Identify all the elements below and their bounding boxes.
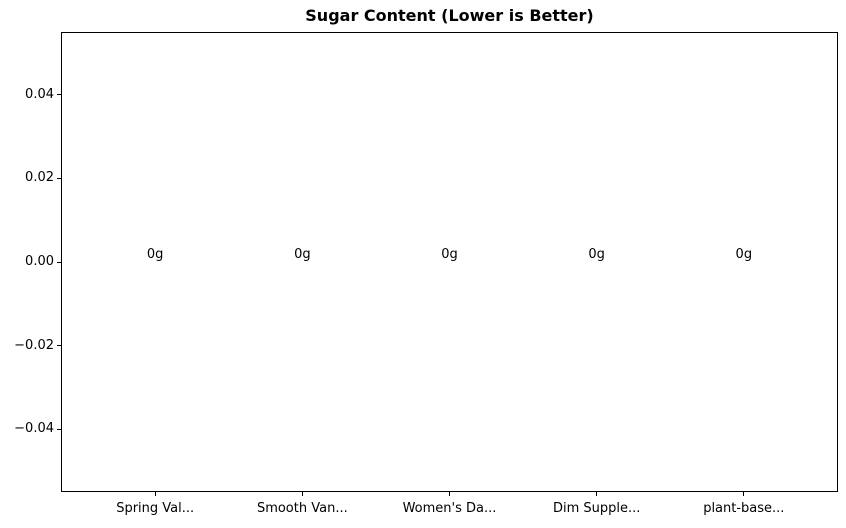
x-axis-tick [449, 492, 450, 496]
bar-value-label: 0g [735, 247, 753, 262]
y-axis-tick-label: 0.02 [25, 170, 54, 186]
y-axis-tick [57, 94, 61, 96]
chart-title: Sugar Content (Lower is Better) [305, 6, 594, 25]
bar-value-label: 0g [441, 247, 458, 262]
y-axis-tick [57, 261, 61, 263]
x-axis-tick [301, 492, 303, 496]
x-axis-tick [743, 492, 745, 496]
x-axis-tick-label: plant-base... [703, 501, 785, 516]
bar-value-label: 0g [146, 247, 164, 262]
y-axis-tick-label: 0.00 [25, 254, 54, 269]
y-axis-tick-label: 0.04 [25, 86, 54, 102]
x-axis-tick-label: Spring Val... [116, 501, 195, 516]
x-axis-tick-label: Women's Da... [402, 501, 497, 516]
x-axis-tick-label: Smooth Van... [256, 501, 348, 516]
y-axis-tick-label: −0.02 [14, 337, 54, 353]
plot-area [61, 32, 838, 492]
x-axis-tick-label: Dim Supple... [552, 501, 641, 516]
y-axis-tick-label: −0.04 [14, 421, 54, 437]
y-axis-tick [57, 428, 61, 430]
x-axis-tick [154, 492, 156, 496]
bar-value-label: 0g [588, 247, 605, 262]
y-axis-tick [57, 177, 61, 179]
y-axis-tick [57, 345, 61, 347]
bar-value-label: 0g [294, 247, 311, 262]
x-axis-tick [596, 492, 598, 496]
